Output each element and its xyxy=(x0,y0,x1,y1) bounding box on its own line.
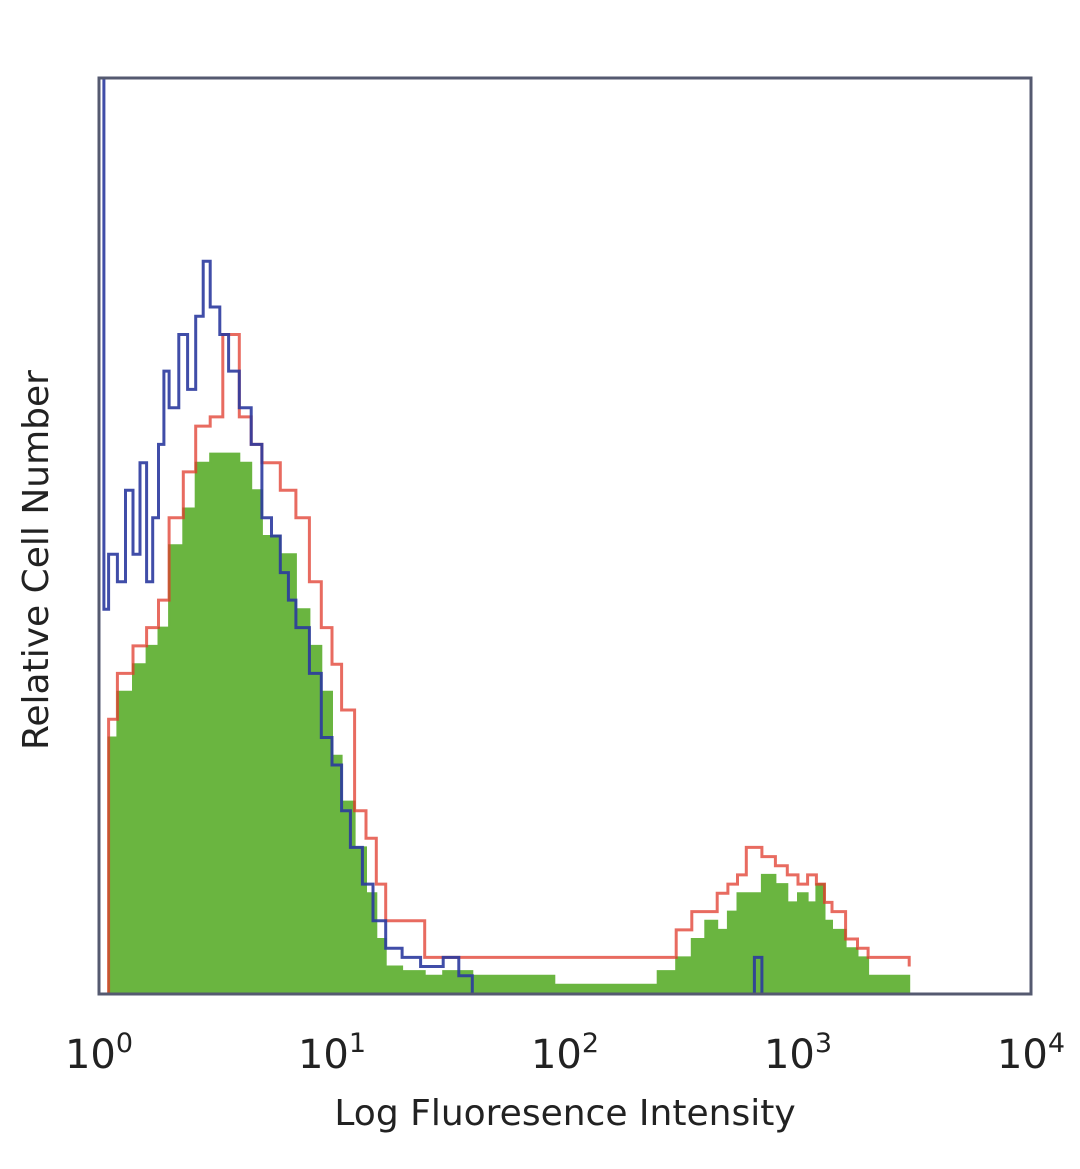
histogram-series-1 xyxy=(99,452,911,995)
x-axis-ticks: 100 101 102 103 104 xyxy=(65,1028,1065,1078)
x-tick-label: 102 xyxy=(531,1028,599,1078)
x-tick-label: 100 xyxy=(65,1028,133,1078)
x-axis-title: Log Fluoresence Intensity xyxy=(334,1093,795,1134)
x-tick-label: 101 xyxy=(298,1028,366,1078)
plot-frame xyxy=(97,76,1033,996)
x-tick-label: 104 xyxy=(997,1028,1065,1078)
plot-area xyxy=(97,76,1031,996)
histogram-series-3 xyxy=(97,76,1031,996)
histogram-series-2 xyxy=(99,333,911,996)
y-axis-title: Relative Cell Number xyxy=(16,370,57,750)
x-tick-label: 103 xyxy=(764,1028,832,1078)
